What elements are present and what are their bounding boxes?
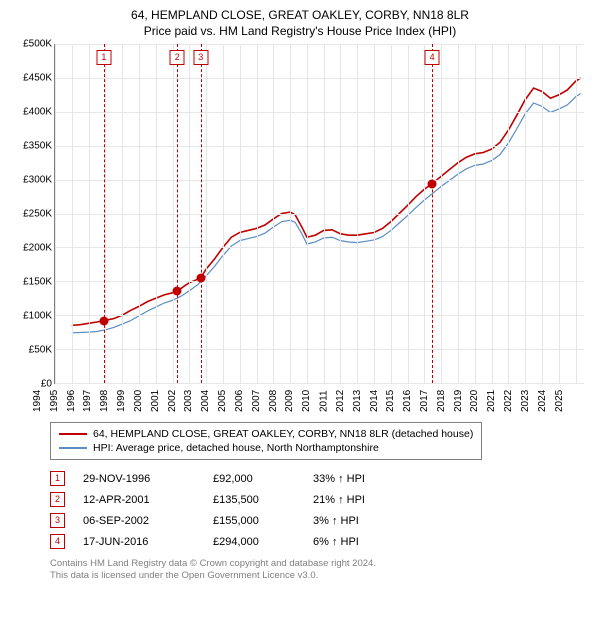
legend-swatch [59, 447, 87, 448]
x-tick-label: 2012 [335, 390, 346, 412]
marker-line-3 [201, 44, 202, 383]
x-tick-label: 2022 [503, 390, 514, 412]
page-root: 64, HEMPLAND CLOSE, GREAT OAKLEY, CORBY,… [0, 0, 600, 591]
title-subtitle: Price paid vs. HM Land Registry's House … [10, 24, 590, 38]
x-tick-label: 2004 [200, 390, 211, 412]
transaction-price: £155,000 [213, 515, 313, 527]
transactions-table: 129-NOV-1996£92,00033% ↑ HPI212-APR-2001… [50, 468, 590, 552]
legend-row: 64, HEMPLAND CLOSE, GREAT OAKLEY, CORBY,… [59, 427, 473, 441]
y-tick-label: £250K [23, 209, 52, 220]
x-tick-label: 2007 [250, 390, 261, 412]
x-tick-label: 2015 [385, 390, 396, 412]
legend-label: 64, HEMPLAND CLOSE, GREAT OAKLEY, CORBY,… [93, 428, 473, 440]
x-tick-label: 2005 [217, 390, 228, 412]
x-tick-label: 2009 [284, 390, 295, 412]
x-tick-label: 2025 [553, 390, 564, 412]
x-tick-label: 2013 [351, 390, 362, 412]
y-tick-label: £300K [23, 175, 52, 186]
transaction-row: 4 17-JUN-2016£294,0006% ↑ HPI [50, 531, 590, 552]
footer-line-2: This data is licensed under the Open Gov… [50, 570, 590, 582]
transaction-pct: 6% ↑ HPI [313, 536, 403, 548]
x-tick-label: 2011 [319, 390, 330, 412]
title-address: 64, HEMPLAND CLOSE, GREAT OAKLEY, CORBY,… [10, 8, 590, 22]
y-tick-label: £0 [41, 379, 52, 390]
marker-box-4: 4 [425, 50, 440, 65]
marker-line-2 [177, 44, 178, 383]
x-tick-label: 1997 [82, 390, 93, 412]
marker-box-2: 2 [170, 50, 185, 65]
x-tick-label: 2019 [452, 390, 463, 412]
y-tick-label: £400K [23, 107, 52, 118]
plot-area: 1 23 4 [54, 44, 584, 384]
transaction-num: 4 [50, 534, 65, 549]
x-tick-label: 2023 [520, 390, 531, 412]
x-tick-label: 2001 [150, 390, 161, 412]
marker-point-2 [173, 287, 182, 296]
x-tick-label: 2000 [133, 390, 144, 412]
legend-row: HPI: Average price, detached house, Nort… [59, 441, 473, 455]
transaction-num: 3 [50, 513, 65, 528]
x-tick-label: 1999 [116, 390, 127, 412]
marker-point-1 [99, 316, 108, 325]
y-axis-labels: £0£50K£100K£150K£200K£250K£300K£350K£400… [10, 44, 52, 384]
y-tick-label: £500K [23, 39, 52, 50]
marker-point-3 [196, 273, 205, 282]
x-tick-label: 2024 [537, 390, 548, 412]
series-line-property [72, 78, 581, 325]
x-tick-label: 1994 [32, 390, 43, 412]
transaction-date: 12-APR-2001 [83, 494, 213, 506]
x-tick-label: 2018 [436, 390, 447, 412]
y-tick-label: £200K [23, 243, 52, 254]
x-tick-label: 2021 [486, 390, 497, 412]
marker-line-1 [104, 44, 105, 383]
marker-point-4 [428, 179, 437, 188]
transaction-date: 17-JUN-2016 [83, 536, 213, 548]
x-tick-label: 2017 [419, 390, 430, 412]
x-tick-label: 2016 [402, 390, 413, 412]
x-axis-labels: 1994199519961997199819992000200120022003… [54, 384, 584, 414]
transaction-date: 06-SEP-2002 [83, 515, 213, 527]
chart-area: £0 £50K £100K £150K £200K £250K £300K £350K £400… [10, 44, 590, 414]
x-tick-label: 1998 [99, 390, 110, 412]
footer-attribution: Contains HM Land Registry data © Crown c… [50, 558, 590, 583]
y-tick-label: £100K [23, 311, 52, 322]
x-tick-label: 2003 [183, 390, 194, 412]
y-tick-label: £150K [23, 277, 52, 288]
marker-line-4 [432, 44, 433, 383]
transaction-pct: 21% ↑ HPI [313, 494, 403, 506]
transaction-date: 29-NOV-1996 [83, 473, 213, 485]
transaction-num: 2 [50, 492, 65, 507]
transaction-row: 1 29-NOV-1996£92,00033% ↑ HPI [50, 468, 590, 489]
x-tick-label: 1996 [65, 390, 76, 412]
x-tick-label: 1995 [49, 390, 60, 412]
transaction-row: 2 12-APR-2001£135,50021% ↑ HPI [50, 489, 590, 510]
legend: 64, HEMPLAND CLOSE, GREAT OAKLEY, CORBY,… [50, 422, 482, 460]
transaction-num: 1 [50, 471, 65, 486]
x-tick-label: 2002 [166, 390, 177, 412]
legend-swatch [59, 433, 87, 435]
y-tick-label: £350K [23, 141, 52, 152]
transaction-row: 3 06-SEP-2002£155,0003% ↑ HPI [50, 510, 590, 531]
transaction-price: £92,000 [213, 473, 313, 485]
x-tick-label: 2006 [234, 390, 245, 412]
y-tick-label: £50K [29, 345, 52, 356]
footer-line-1: Contains HM Land Registry data © Crown c… [50, 558, 590, 570]
legend-label: HPI: Average price, detached house, Nort… [93, 442, 379, 454]
marker-box-3: 3 [193, 50, 208, 65]
transaction-pct: 33% ↑ HPI [313, 473, 403, 485]
x-tick-label: 2008 [267, 390, 278, 412]
x-tick-label: 2020 [469, 390, 480, 412]
x-tick-label: 2014 [368, 390, 379, 412]
title-block: 64, HEMPLAND CLOSE, GREAT OAKLEY, CORBY,… [10, 8, 590, 38]
transaction-price: £294,000 [213, 536, 313, 548]
y-tick-label: £450K [23, 73, 52, 84]
marker-box-1: 1 [96, 50, 111, 65]
transaction-price: £135,500 [213, 494, 313, 506]
x-tick-label: 2010 [301, 390, 312, 412]
transaction-pct: 3% ↑ HPI [313, 515, 403, 527]
